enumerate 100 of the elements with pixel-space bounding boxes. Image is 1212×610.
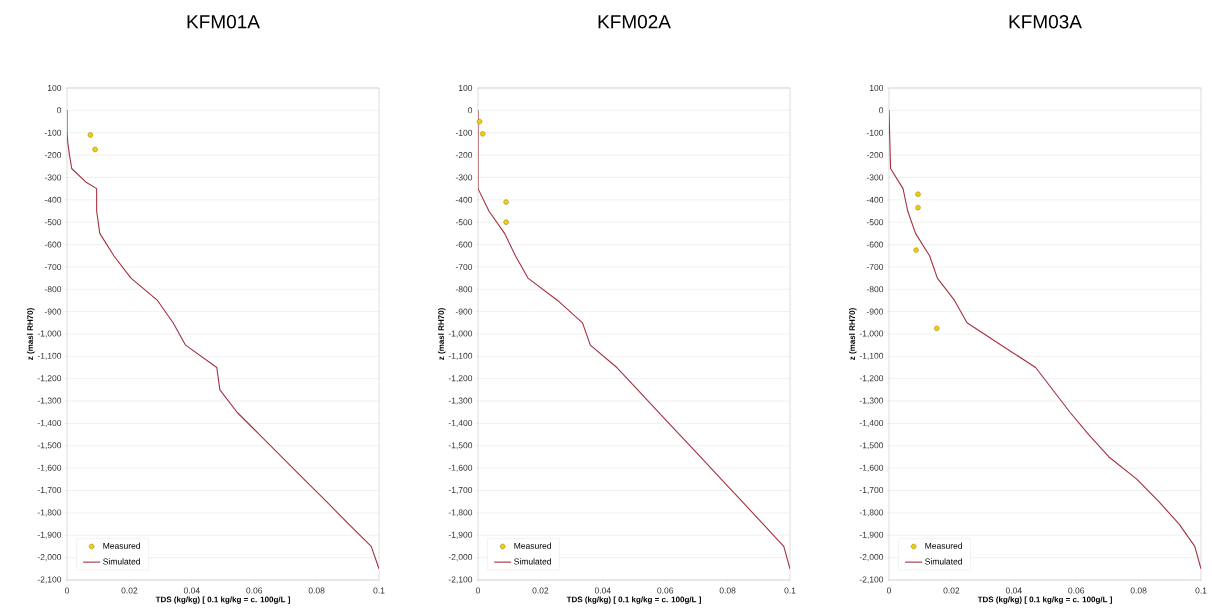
x-tick-label: 0.06 — [657, 587, 674, 594]
y-tick-label: 0 — [57, 107, 62, 114]
y-tick-label: -1,700 — [37, 487, 62, 495]
point — [480, 131, 486, 137]
x-axis-title: TDS (kg/kg) [ 0.1 kg/kg = c. 100g/L ] — [155, 596, 290, 604]
y-tick-label: -1,200 — [859, 375, 884, 383]
y-tick-label: -400 — [866, 196, 884, 203]
y-tick-label: -500 — [44, 219, 62, 226]
y-tick-label: -200 — [44, 152, 62, 159]
y-tick-label: -1,100 — [448, 352, 473, 360]
y-axis-title: z (masl RH70) — [438, 308, 446, 360]
y-tick-label: -200 — [866, 152, 884, 159]
x-axis-title: TDS (kg/kg) [ 0.1 kg/kg = c. 100g/L ] — [566, 596, 701, 604]
y-tick-label: -700 — [866, 263, 884, 270]
point — [915, 204, 921, 211]
y-tick-label: -700 — [44, 263, 62, 270]
y-tick-label: -1,200 — [448, 375, 473, 383]
x-tick-label: 0.06 — [246, 587, 263, 594]
chart-title: KFM02A — [598, 15, 671, 29]
x-tick-label: 0.04 — [1005, 587, 1022, 594]
y-tick-label: -600 — [866, 241, 884, 248]
x-tick-label: 0.06 — [1068, 587, 1085, 594]
y-tick-label: -1,000 — [37, 330, 62, 338]
y-tick-label: -900 — [866, 308, 884, 315]
y-tick-label: -2,100 — [37, 576, 62, 584]
y-tick-label: -1,200 — [37, 375, 62, 383]
point — [503, 199, 509, 205]
legend-label: Measured — [925, 542, 962, 549]
point — [915, 191, 921, 197]
y-tick-label: -300 — [455, 174, 473, 181]
legend-label: Measured — [514, 542, 551, 549]
legend-label: Measured — [103, 542, 140, 549]
y-tick-label: -900 — [44, 308, 62, 315]
y-tick-label: -1,600 — [37, 464, 62, 472]
y-tick-label: -800 — [455, 286, 473, 293]
x-tick-label: 0 — [475, 587, 481, 594]
y-tick-label: -1,900 — [37, 531, 62, 539]
x-tick-label: 0.1 — [784, 587, 796, 594]
y-tick-label: -1,400 — [37, 419, 62, 427]
y-tick-label: -2,000 — [859, 554, 884, 562]
y-tick-label: -800 — [44, 286, 62, 293]
x-tick-label: 0.08 — [1130, 587, 1147, 594]
y-tick-label: -1,100 — [37, 352, 62, 360]
x-tick-label: 0.02 — [943, 587, 960, 594]
y-tick-label: -1,500 — [37, 442, 62, 450]
y-axis-title: z (masl RH70) — [849, 308, 857, 360]
y-tick-label: 100 — [869, 84, 884, 91]
y-tick-label: -1,700 — [859, 487, 884, 495]
point — [913, 247, 919, 253]
y-tick-label: -1,300 — [448, 397, 473, 405]
legend-label: Simulated — [925, 558, 962, 565]
y-tick-label: -800 — [866, 286, 884, 293]
y-tick-label: -600 — [455, 241, 473, 248]
x-tick-label: 0.04 — [594, 587, 611, 594]
y-tick-label: -1,500 — [859, 442, 884, 450]
x-tick-label: 0.04 — [183, 587, 200, 594]
y-axis-title: z (masl RH70) — [27, 308, 35, 360]
y-tick-label: -2,100 — [859, 576, 884, 584]
x-tick-label: 0.08 — [719, 587, 736, 594]
y-tick-label: -1,600 — [859, 464, 884, 472]
y-tick-label: 0 — [879, 107, 884, 114]
y-tick-label: -100 — [44, 129, 62, 136]
y-tick-label: -700 — [455, 263, 473, 270]
y-tick-label: -600 — [44, 241, 62, 248]
y-tick-label: -1,500 — [448, 442, 473, 450]
x-tick-label: 0.02 — [121, 587, 138, 594]
chart-title: KFM03A — [1009, 15, 1082, 29]
y-tick-label: -400 — [44, 196, 62, 203]
y-tick-label: 100 — [458, 84, 473, 91]
y-tick-label: -1,600 — [448, 464, 473, 472]
y-tick-label: -2,000 — [37, 554, 62, 562]
x-tick-label: 0.08 — [308, 587, 325, 594]
point — [503, 219, 509, 225]
y-tick-label: -1,700 — [448, 487, 473, 495]
y-tick-label: -2,000 — [448, 554, 473, 562]
x-tick-label: 0 — [64, 587, 70, 594]
x-tick-label: 0.1 — [1195, 587, 1207, 594]
y-tick-label: -1,000 — [448, 330, 473, 338]
y-tick-label: -1,400 — [448, 419, 473, 427]
y-tick-label: -1,800 — [448, 509, 473, 517]
legend-label: Simulated — [103, 558, 140, 565]
y-tick-label: -500 — [866, 219, 884, 226]
x-tick-label: 0 — [886, 587, 892, 594]
y-tick-label: -900 — [455, 308, 473, 315]
legend-label: Simulated — [514, 558, 551, 565]
y-tick-label: -1,000 — [859, 330, 884, 338]
y-tick-label: -2,100 — [448, 576, 473, 584]
y-tick-label: -1,900 — [448, 531, 473, 539]
y-tick-label: 100 — [47, 84, 62, 91]
y-tick-label: -1,100 — [859, 352, 884, 360]
y-tick-label: -1,300 — [859, 397, 884, 405]
y-tick-label: -100 — [866, 129, 884, 136]
chart-title: KFM01A — [187, 15, 260, 29]
y-tick-label: -300 — [44, 174, 62, 181]
y-tick-label: -500 — [455, 219, 473, 226]
x-tick-label: 0.02 — [532, 587, 549, 594]
y-tick-label: 0 — [468, 107, 473, 114]
y-tick-label: -1,800 — [859, 509, 884, 517]
y-tick-label: -200 — [455, 152, 473, 159]
y-tick-label: -100 — [455, 129, 473, 136]
